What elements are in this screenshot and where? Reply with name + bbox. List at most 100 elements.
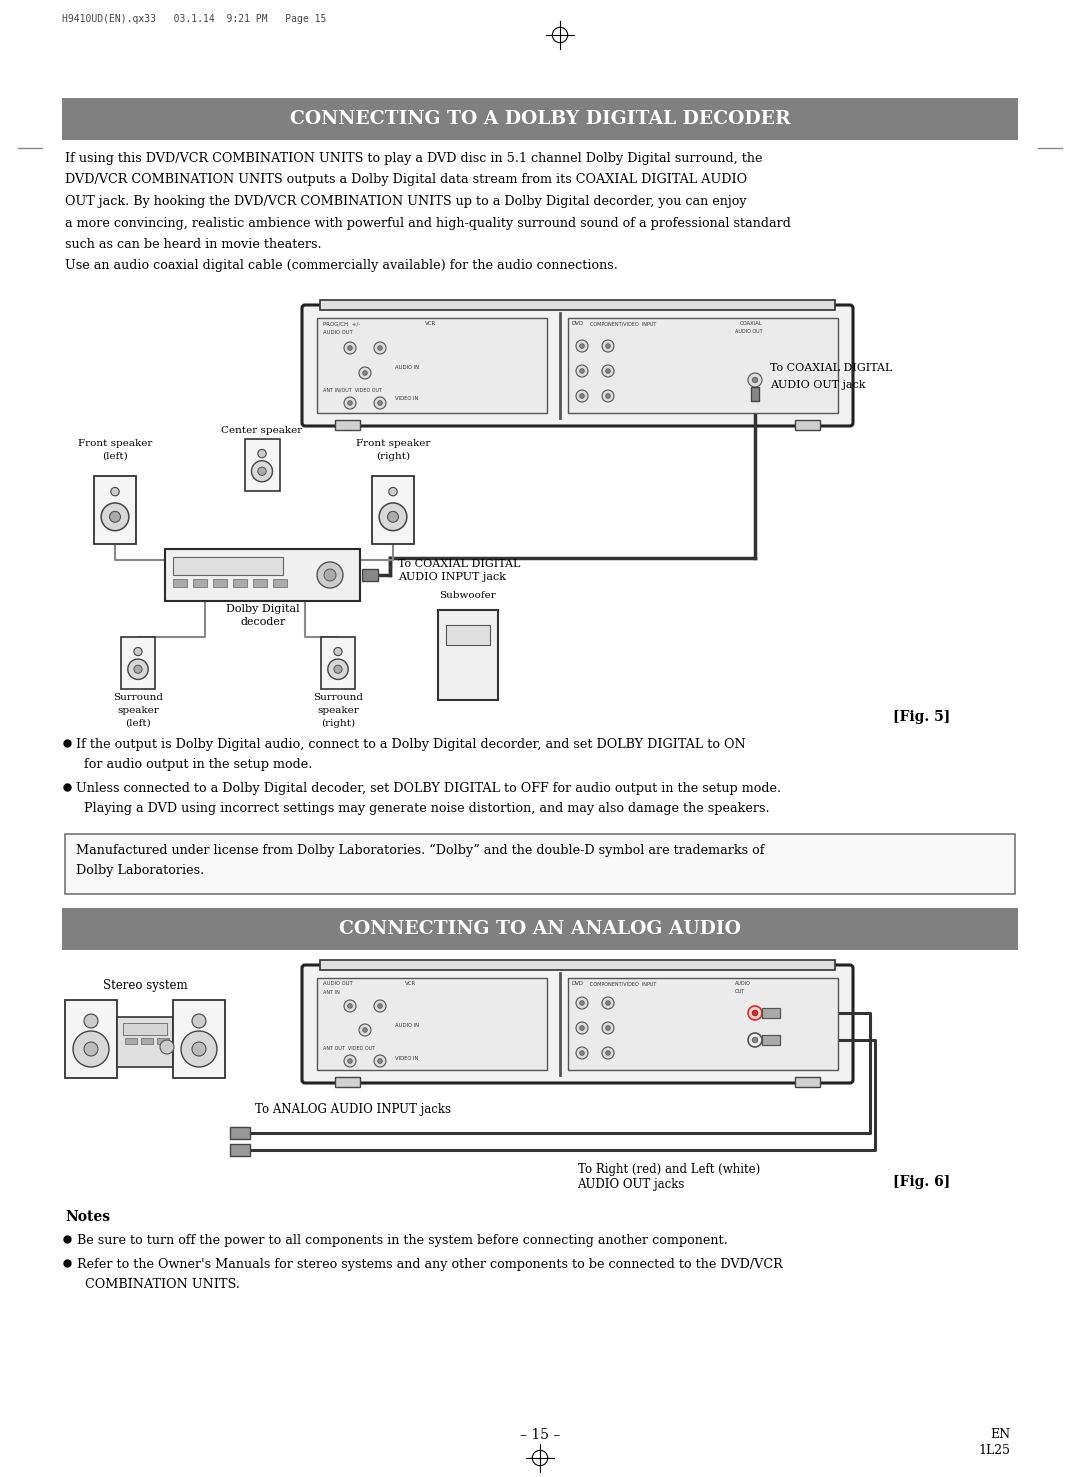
Circle shape <box>606 1001 610 1006</box>
Text: 1L25: 1L25 <box>978 1445 1010 1456</box>
Circle shape <box>576 997 588 1009</box>
Text: a more convincing, realistic ambience with powerful and high-quality surround so: a more convincing, realistic ambience wi… <box>65 217 791 229</box>
Text: DVD/VCR COMBINATION UNITS outputs a Dolby Digital data stream from its COAXIAL D: DVD/VCR COMBINATION UNITS outputs a Dolb… <box>65 173 747 186</box>
Text: To COAXIAL DIGITAL: To COAXIAL DIGITAL <box>399 558 521 569</box>
Bar <box>230 1127 249 1139</box>
Circle shape <box>602 340 615 352</box>
Text: VCR: VCR <box>426 321 436 326</box>
Circle shape <box>378 1004 382 1009</box>
Circle shape <box>73 1031 109 1066</box>
Bar <box>438 610 498 700</box>
Text: speaker: speaker <box>117 706 159 715</box>
Bar <box>335 419 360 430</box>
Text: AUDIO INPUT jack: AUDIO INPUT jack <box>399 572 507 582</box>
Bar <box>173 1000 225 1078</box>
Circle shape <box>748 1032 762 1047</box>
Text: AUDIO OUT: AUDIO OUT <box>323 981 353 987</box>
Circle shape <box>109 511 121 523</box>
Bar <box>795 1077 820 1087</box>
Circle shape <box>389 487 397 496</box>
Circle shape <box>606 394 610 399</box>
Text: ANT IN: ANT IN <box>323 990 340 995</box>
Circle shape <box>752 1010 758 1016</box>
Text: AUDIO OUT: AUDIO OUT <box>735 329 762 334</box>
Circle shape <box>576 340 588 352</box>
Bar <box>62 97 1018 140</box>
Text: If using this DVD/VCR COMBINATION UNITS to play a DVD disc in 5.1 channel Dolby : If using this DVD/VCR COMBINATION UNITS … <box>65 152 762 165</box>
Text: AUDIO OUT jack: AUDIO OUT jack <box>770 380 866 390</box>
Text: To COAXIAL DIGITAL: To COAXIAL DIGITAL <box>770 363 892 374</box>
Circle shape <box>324 569 336 580</box>
Circle shape <box>127 659 148 679</box>
Circle shape <box>378 1059 382 1063</box>
Text: CONNECTING TO A DOLBY DIGITAL DECODER: CONNECTING TO A DOLBY DIGITAL DECODER <box>289 109 791 128</box>
Text: DVD: DVD <box>572 981 584 987</box>
Circle shape <box>84 1041 98 1056</box>
Circle shape <box>602 365 615 377</box>
Text: Stereo system: Stereo system <box>103 979 187 993</box>
Text: Be sure to turn off the power to all components in the system before connecting : Be sure to turn off the power to all com… <box>77 1233 728 1247</box>
Circle shape <box>102 504 129 530</box>
Circle shape <box>374 343 386 354</box>
Bar <box>230 1145 249 1156</box>
Bar <box>335 1077 360 1087</box>
Bar <box>751 387 759 400</box>
Text: PROG/CH  +/-: PROG/CH +/- <box>323 321 361 326</box>
Bar <box>121 637 156 688</box>
Circle shape <box>602 1047 615 1059</box>
Text: [Fig. 5]: [Fig. 5] <box>893 710 950 724</box>
Bar <box>320 960 835 970</box>
Text: Center speaker: Center speaker <box>221 425 302 436</box>
Circle shape <box>388 511 399 523</box>
Text: AUDIO: AUDIO <box>735 981 751 987</box>
Text: (left): (left) <box>125 719 151 728</box>
Text: for audio output in the setup mode.: for audio output in the setup mode. <box>76 758 312 771</box>
Text: VIDEO IN: VIDEO IN <box>395 1056 418 1060</box>
Circle shape <box>580 394 584 399</box>
Circle shape <box>318 563 343 588</box>
Bar <box>165 549 360 601</box>
Circle shape <box>576 390 588 402</box>
Text: If the output is Dolby Digital audio, connect to a Dolby Digital decorder, and s: If the output is Dolby Digital audio, co… <box>76 738 746 750</box>
Text: (right): (right) <box>321 719 355 728</box>
Text: Notes: Notes <box>65 1210 110 1224</box>
Bar <box>568 978 838 1069</box>
Bar <box>762 1035 780 1046</box>
Circle shape <box>580 1001 584 1006</box>
Text: ANT IN/OUT  VIDEO OUT: ANT IN/OUT VIDEO OUT <box>323 388 382 393</box>
Bar <box>125 1038 137 1044</box>
Bar <box>193 579 207 586</box>
Text: Refer to the Owner's Manuals for stereo systems and any other components to be c: Refer to the Owner's Manuals for stereo … <box>77 1258 783 1272</box>
Text: Dolby Digital: Dolby Digital <box>226 604 300 614</box>
Circle shape <box>606 1025 610 1031</box>
Text: VIDEO IN: VIDEO IN <box>395 396 418 400</box>
Bar <box>795 419 820 430</box>
Bar <box>244 439 280 490</box>
Circle shape <box>359 1024 372 1035</box>
Circle shape <box>348 346 352 350</box>
Bar <box>173 557 283 575</box>
Bar <box>157 1038 168 1044</box>
Text: Surround: Surround <box>313 693 363 702</box>
Text: EN: EN <box>990 1428 1010 1442</box>
Circle shape <box>348 1004 352 1009</box>
Circle shape <box>134 647 143 656</box>
Text: OUT: OUT <box>735 990 745 994</box>
Text: Surround: Surround <box>113 693 163 702</box>
Circle shape <box>258 449 266 458</box>
Circle shape <box>602 997 615 1009</box>
Circle shape <box>606 344 610 349</box>
Circle shape <box>334 647 342 656</box>
Circle shape <box>374 1000 386 1012</box>
Circle shape <box>753 377 758 383</box>
Circle shape <box>580 1025 584 1031</box>
Text: OUT jack. By hooking the DVD/VCR COMBINATION UNITS up to a Dolby Digital decorde: OUT jack. By hooking the DVD/VCR COMBINA… <box>65 195 746 208</box>
Text: Front speaker: Front speaker <box>355 439 430 448</box>
Text: AUDIO OUT: AUDIO OUT <box>323 329 353 335</box>
Circle shape <box>84 1015 98 1028</box>
Bar <box>318 318 546 414</box>
Bar <box>568 318 838 414</box>
Bar <box>213 579 227 586</box>
Circle shape <box>258 467 266 476</box>
Circle shape <box>752 1037 758 1043</box>
